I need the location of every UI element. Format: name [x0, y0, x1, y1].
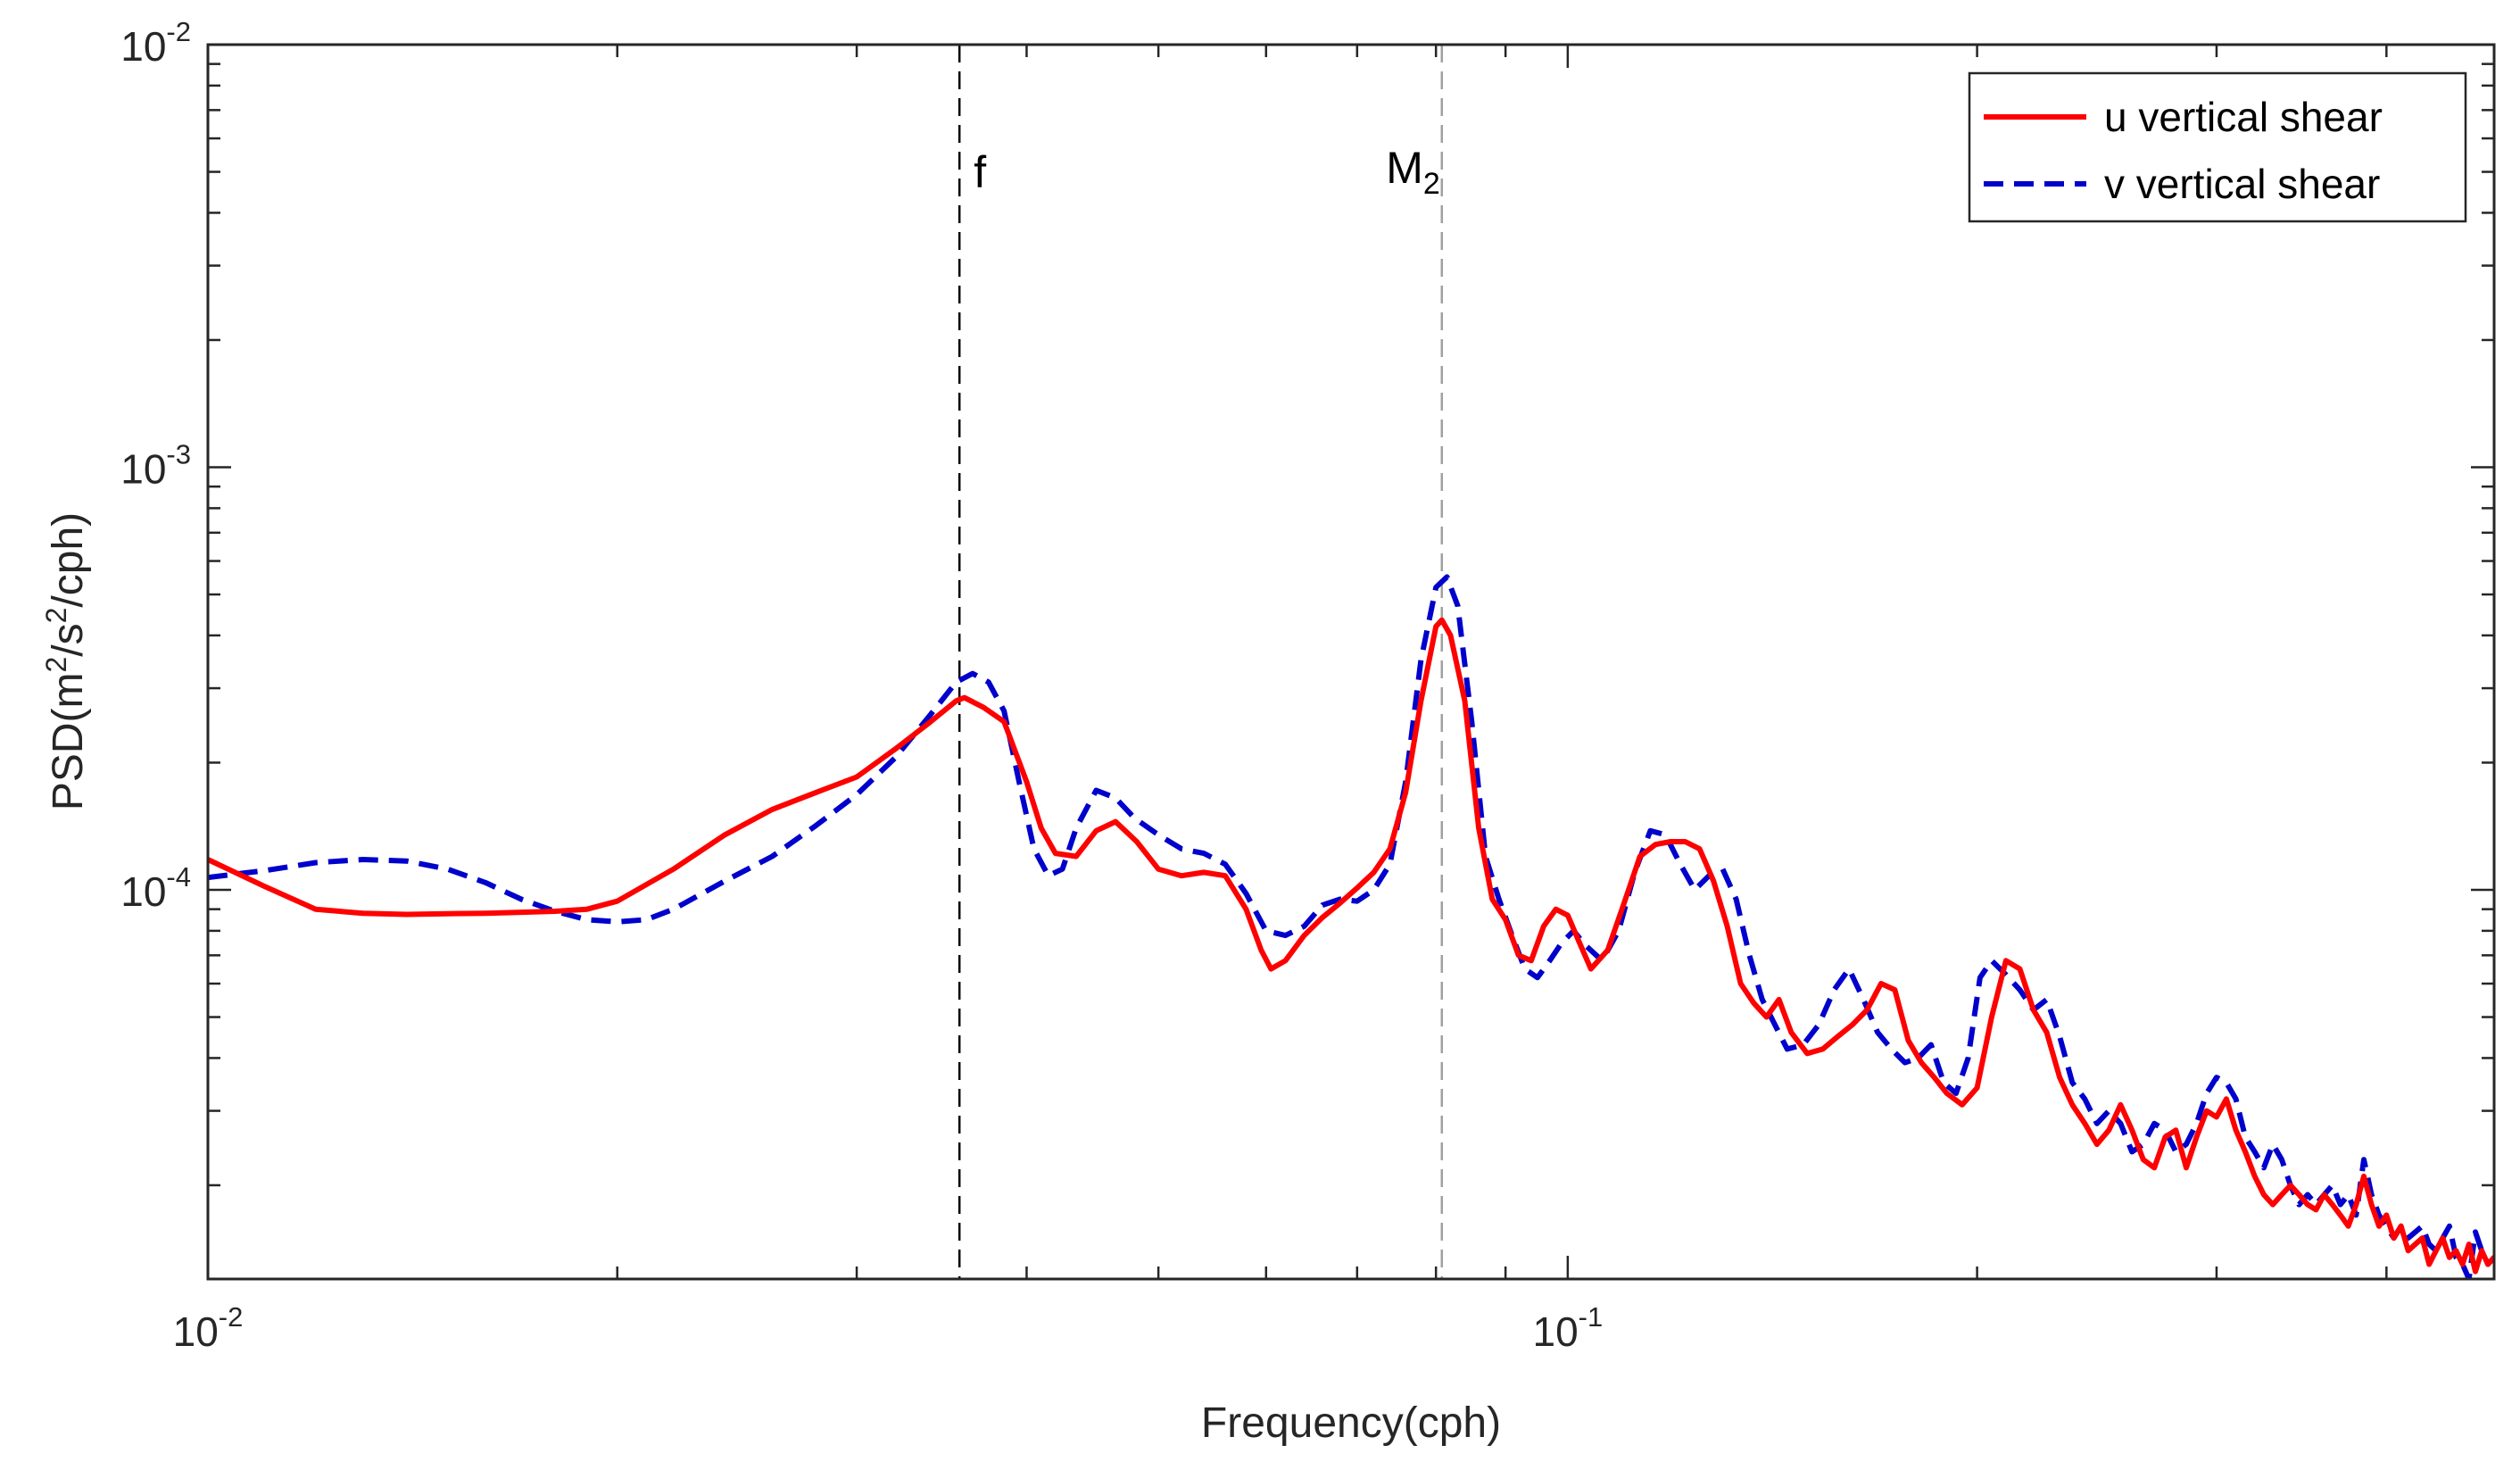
legend: u vertical shear v vertical shear: [1968, 71, 2467, 223]
x-axis-title: Frequency(cph): [1201, 1399, 1501, 1447]
y-tick-label: 10-2: [120, 16, 191, 70]
series-line-v-vertical-shear: [208, 574, 2494, 1279]
y-axis-title: PSD(m2/s2/cph): [40, 512, 92, 810]
series-layer: [208, 574, 2494, 1279]
legend-label-u: u vertical shear: [2104, 94, 2383, 140]
annotation-label-f: f: [974, 147, 986, 197]
x-tick-label: 10-1: [1532, 1301, 1603, 1355]
legend-box: [1968, 71, 2467, 223]
axes-box: [206, 43, 2496, 1281]
y-tick-label: 10-3: [120, 438, 191, 492]
annotation-layer: f M2: [957, 45, 1444, 1279]
y-tick-label: 10-4: [120, 861, 191, 915]
series-line-u-vertical-shear: [208, 617, 2494, 1275]
legend-label-v: v vertical shear: [2104, 161, 2380, 207]
plot-area: [208, 45, 2494, 1279]
ticks-layer: 10-2 10-1 10-4 10-3 10-2: [120, 16, 2494, 1355]
annotation-label-m2: M2: [1386, 143, 1440, 201]
x-tick-label: 10-2: [173, 1301, 244, 1355]
